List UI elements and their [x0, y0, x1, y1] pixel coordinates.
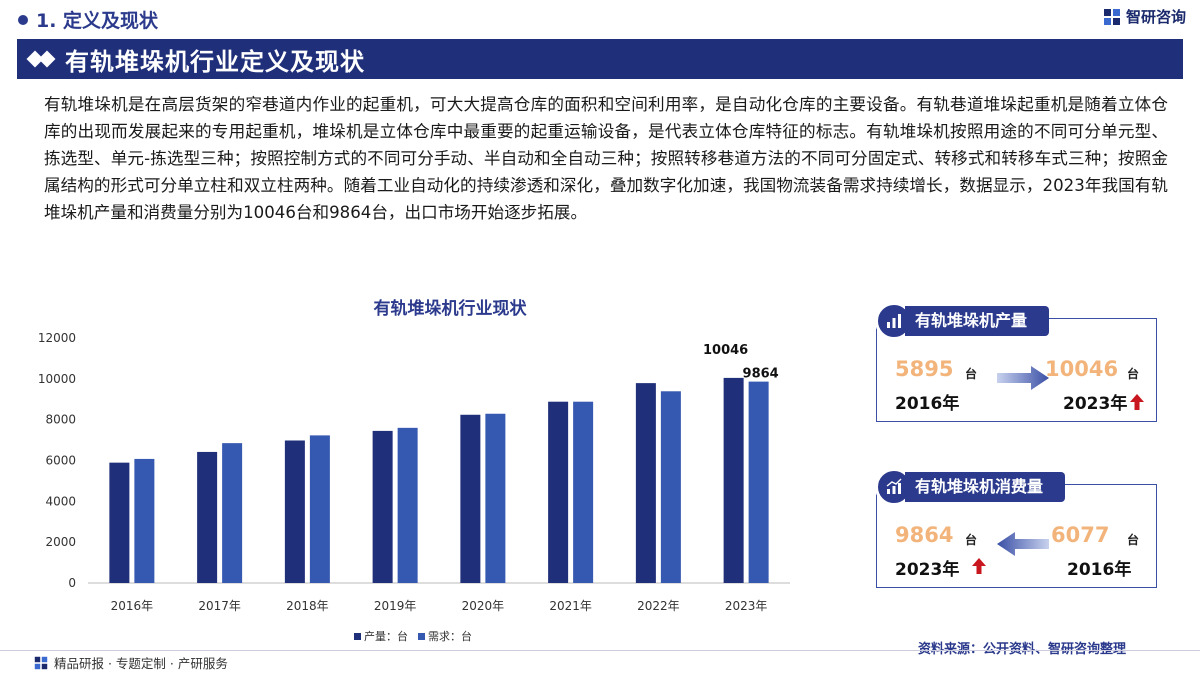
bullet-dot-icon	[18, 14, 28, 25]
y-tick-label: 10000	[38, 372, 76, 386]
consumption-2023-unit: 台	[965, 533, 978, 547]
consumption-2016-unit: 台	[1127, 533, 1140, 547]
consumption-2023-value: 9864	[895, 523, 954, 547]
bar	[748, 381, 769, 583]
bar-chart: 0 2000 4000 6000 8000 10000 12000 2016年 2017年 201…	[38, 331, 790, 613]
production-card: 有轨堆垛机产量 5895 台 2016年 10046 台 2023年	[875, 302, 1157, 422]
consumption-2016-year: 2016年	[1067, 560, 1132, 580]
production-2023-year: 2023年	[1063, 394, 1128, 414]
up-arrow-icon	[972, 558, 986, 574]
production-2023-value: 10046	[1045, 357, 1119, 381]
consumption-2016-value: 6077	[1051, 523, 1110, 547]
legend-label-demand: 需求：台	[428, 630, 472, 643]
bar	[397, 427, 418, 583]
production-2023-unit: 台	[1127, 367, 1140, 381]
arrow-left-icon	[997, 532, 1049, 556]
brand-mark-icon	[1103, 8, 1120, 25]
legend-item-demand: 需求：台	[418, 628, 472, 644]
x-tick-label: 2020年	[462, 599, 505, 613]
x-tick-label: 2019年	[374, 599, 417, 613]
bar	[109, 462, 130, 583]
page-title: 有轨堆垛机行业定义及现状	[65, 47, 365, 76]
y-tick-label: 0	[68, 576, 76, 590]
x-tick-label: 2016年	[111, 599, 154, 613]
consumption-2023-year: 2023年	[895, 560, 960, 580]
legend-swatch-production	[354, 632, 361, 640]
consumption-card: 有轨堆垛机消费量 9864 台 2023年 6077 台 2016年	[875, 468, 1157, 588]
chart-legend: 产量：台 需求：台	[354, 628, 472, 644]
footer-tagline: 精品研报 · 专题定制 · 产研服务	[54, 656, 228, 671]
x-tick-label: 2022年	[637, 599, 680, 613]
bar	[660, 391, 681, 583]
arrow-right-icon	[997, 366, 1049, 390]
section-title: 1. 定义及现状	[36, 10, 159, 32]
bar	[548, 401, 569, 583]
x-tick-label: 2023年	[725, 599, 768, 613]
y-tick-label: 8000	[45, 413, 76, 427]
y-tick-label: 12000	[38, 331, 76, 345]
brand-mark-icon	[34, 656, 48, 669]
production-2016-year: 2016年	[895, 394, 960, 414]
up-arrow-icon	[1130, 394, 1144, 410]
intro-paragraph: 有轨堆垛机是在高层货架的窄巷道内作业的起重机，可大大提高仓库的面积和空间利用率，…	[44, 95, 1168, 222]
diamond-icon	[26, 50, 56, 68]
footer: 精品研报 · 专题定制 · 产研服务	[0, 650, 1200, 674]
data-label: 9864	[743, 367, 779, 382]
production-card-title: 有轨堆垛机产量	[905, 306, 1050, 336]
brand-logo: 智研咨询	[1103, 6, 1186, 27]
bar	[284, 440, 305, 583]
production-card-header: 有轨堆垛机产量	[875, 302, 1050, 340]
bar	[222, 443, 243, 583]
production-2016-unit: 台	[965, 367, 978, 381]
legend-item-production: 产量：台	[354, 628, 408, 644]
x-tick-label: 2018年	[286, 599, 329, 613]
legend-swatch-demand	[418, 632, 425, 640]
legend-label-production: 产量：台	[364, 630, 408, 643]
x-tick-label: 2017年	[198, 599, 241, 613]
bar	[372, 430, 393, 583]
consumption-card-header: 有轨堆垛机消费量	[875, 468, 1066, 506]
y-tick-label: 2000	[45, 535, 76, 549]
bar	[197, 451, 218, 583]
bar	[723, 377, 744, 583]
data-label: 10046	[703, 343, 748, 358]
bar	[635, 383, 656, 583]
y-tick-label: 6000	[45, 454, 76, 468]
page-title-bar: 有轨堆垛机行业定义及现状	[17, 39, 1183, 79]
section-heading: 1. 定义及现状	[18, 6, 158, 33]
production-2016-value: 5895	[895, 357, 954, 381]
bar	[309, 435, 330, 583]
bar	[134, 458, 155, 583]
source-note: 资料来源：公开资料、智研咨询整理	[918, 642, 1127, 657]
chart-title: 有轨堆垛机行业现状	[373, 299, 527, 319]
brand-name: 智研咨询	[1125, 8, 1186, 26]
bar	[460, 414, 481, 583]
x-tick-label: 2021年	[549, 599, 592, 613]
bar	[485, 413, 506, 583]
bar	[573, 401, 594, 583]
y-tick-label: 4000	[45, 494, 76, 508]
consumption-card-title: 有轨堆垛机消费量	[905, 472, 1066, 502]
